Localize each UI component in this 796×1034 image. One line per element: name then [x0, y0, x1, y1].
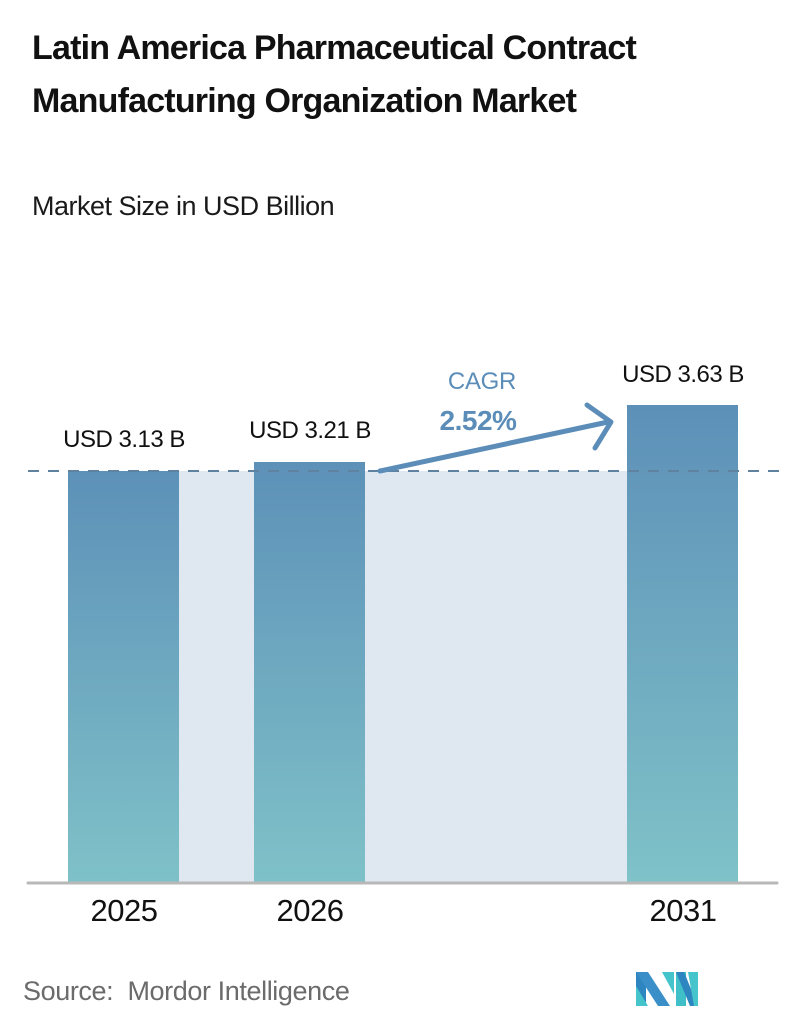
chart-subtitle: Market Size in USD Billion	[32, 191, 335, 221]
cagr-arrow-icon	[377, 402, 614, 474]
cagr-label: CAGR	[447, 368, 517, 395]
gap-fill-2	[365, 471, 627, 882]
gap-fill-1	[179, 471, 254, 882]
cagr-value: 2.52%	[439, 405, 517, 436]
x-tick-2026: 2026	[276, 893, 344, 928]
bar-2026	[254, 462, 365, 882]
chart-title: Latin America Pharmaceutical Contract Ma…	[32, 29, 637, 120]
bar-2031	[627, 405, 738, 882]
source-text: Source: Mordor Intelligence	[23, 976, 350, 1006]
x-tick-2031: 2031	[649, 893, 717, 928]
mordor-intelligence-logo-icon	[636, 972, 698, 1006]
bar-2025	[68, 471, 179, 882]
bar-label-2031: USD 3.63 B	[622, 361, 744, 388]
x-tick-2025: 2025	[90, 893, 158, 928]
bar-label-2025: USD 3.13 B	[63, 426, 185, 453]
bar-label-2026: USD 3.21 B	[249, 417, 371, 444]
